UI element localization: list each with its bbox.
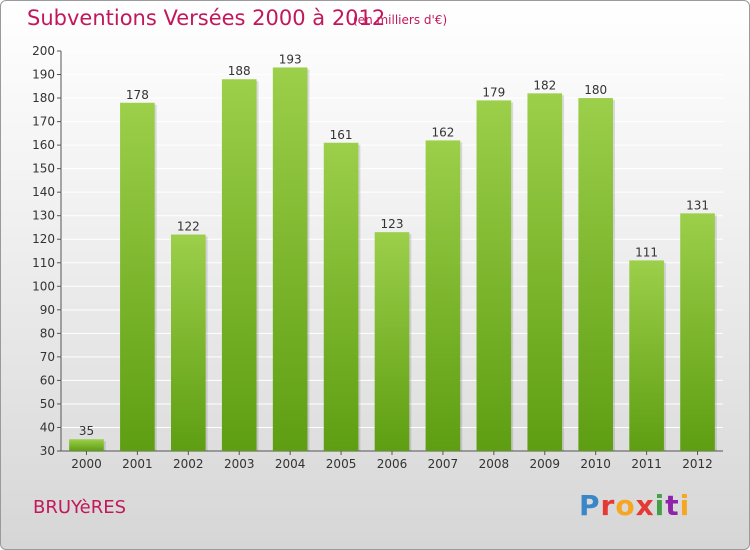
data-label-2012: 131 (686, 198, 709, 212)
data-label-2011: 111 (635, 245, 658, 259)
y-tick-label: 120 (32, 232, 55, 246)
y-tick-label: 30 (40, 444, 55, 458)
x-tick-label-2012: 2012 (682, 457, 713, 471)
bar-2007 (425, 140, 461, 452)
bar-2000 (69, 439, 104, 451)
y-tick-label: 50 (40, 397, 55, 411)
y-tick-label: 200 (32, 44, 55, 58)
x-tick-label-2004: 2004 (275, 457, 306, 471)
chart-title: Subventions Versées 2000 à 2012 (27, 6, 386, 30)
x-tick-label-2009: 2009 (529, 457, 560, 471)
x-tick-label-2005: 2005 (326, 457, 357, 471)
y-tick-label: 70 (40, 350, 55, 364)
data-label-2010: 180 (584, 83, 607, 97)
y-tick-label: 40 (40, 420, 55, 434)
x-tick-label-2006: 2006 (377, 457, 408, 471)
y-tick-label: 100 (32, 279, 55, 293)
data-label-2009: 182 (533, 78, 556, 92)
x-tick-label-2011: 2011 (631, 457, 662, 471)
bar-2001 (120, 102, 155, 451)
bar-2009 (527, 93, 563, 452)
data-label-2006: 123 (381, 217, 404, 231)
data-label-2001: 178 (126, 88, 149, 102)
y-tick-label: 190 (32, 68, 55, 82)
bar-2002 (170, 234, 206, 451)
data-label-2000: 35 (79, 424, 94, 438)
data-label-2008: 179 (482, 85, 505, 99)
y-tick-label: 150 (32, 162, 55, 176)
bar-2008 (476, 100, 512, 451)
x-tick-label-2001: 2001 (122, 457, 153, 471)
data-label-2005: 161 (330, 128, 353, 142)
data-label-2004: 193 (279, 52, 302, 66)
bar-2004 (272, 67, 308, 452)
y-tick-label: 110 (32, 256, 55, 270)
x-tick-label-2000: 2000 (71, 457, 102, 471)
y-tick-label: 130 (32, 209, 55, 223)
x-tick-label-2007: 2007 (428, 457, 459, 471)
bar-2012 (680, 213, 715, 451)
place-name: BRUYèRES (33, 497, 127, 518)
bar-2011 (629, 260, 664, 451)
labels: 30 40 50 60 70 80 90 100 110 120 130 140 150 160 170 18… (32, 44, 713, 471)
y-tick-label: 160 (32, 138, 55, 152)
y-tick-label: 60 (40, 373, 55, 387)
x-tick-label-2008: 2008 (479, 457, 510, 471)
x-tick-label-2010: 2010 (580, 457, 611, 471)
y-tick-label: 170 (32, 115, 55, 129)
bar-2005 (323, 142, 359, 451)
data-label-2003: 188 (228, 64, 251, 78)
x-tick-label-2002: 2002 (173, 457, 204, 471)
data-label-2002: 122 (177, 220, 200, 234)
chart-subtitle: (en milliers d'€) (353, 13, 448, 27)
y-tick-label: 90 (40, 303, 55, 317)
proxiti-logo: Proxiti (579, 489, 691, 522)
bar-2010 (578, 98, 614, 451)
bar-2006 (374, 232, 410, 451)
bar-2003 (221, 79, 257, 451)
y-tick-label: 80 (40, 326, 55, 340)
data-label-2007: 162 (431, 125, 454, 139)
y-tick-label: 140 (32, 185, 55, 199)
x-tick-label-2003: 2003 (224, 457, 255, 471)
y-tick-label: 180 (32, 91, 55, 105)
bars (69, 67, 717, 452)
